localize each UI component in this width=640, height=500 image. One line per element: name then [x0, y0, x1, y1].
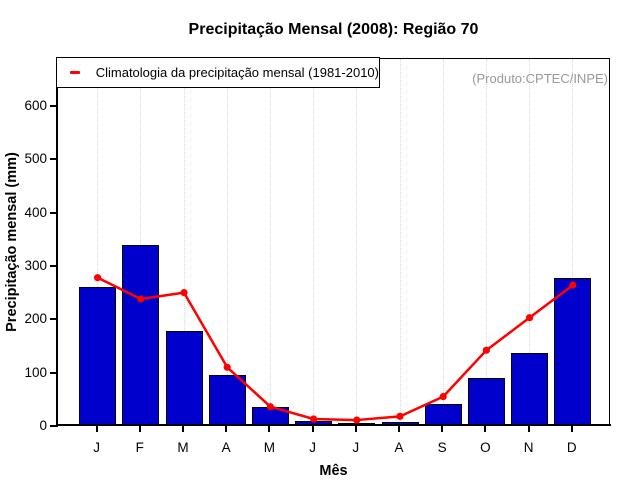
source-annotation: (Produto:CPTEC/INPE): [472, 71, 608, 86]
plot-area: [57, 58, 610, 426]
y-tick: [50, 318, 57, 321]
y-tick: [50, 158, 57, 161]
y-tick-label: 0: [39, 418, 47, 433]
bar-M-5: [251, 407, 289, 425]
x-tick: [311, 426, 314, 432]
y-tick: [50, 211, 57, 214]
y-axis-line: [56, 58, 58, 427]
grid-line: [442, 59, 444, 425]
y-tick: [50, 425, 57, 427]
x-tick-label: A: [394, 440, 404, 455]
bar-N-11: [511, 353, 549, 425]
x-tick: [441, 426, 444, 432]
grid-line: [226, 59, 228, 425]
x-tick-label: M: [177, 440, 189, 455]
x-tick-label: O: [480, 440, 491, 455]
climatology-line-swatch: [70, 71, 80, 74]
bar-O-10: [467, 378, 505, 425]
x-tick-label: M: [263, 440, 276, 455]
bar-F-2: [122, 245, 160, 425]
grid-line: [313, 59, 315, 425]
bar-A-4: [208, 375, 246, 425]
x-tick: [527, 426, 530, 432]
x-tick-label: J: [352, 440, 360, 455]
y-tick: [50, 105, 57, 107]
y-tick-label: 100: [24, 364, 47, 380]
grid-line: [356, 59, 358, 425]
x-axis-line: [56, 424, 611, 426]
grid-line: [140, 59, 142, 425]
x-tick-label: J: [93, 440, 100, 455]
x-tick: [484, 426, 487, 432]
bar-S-9: [424, 404, 462, 425]
legend: Climatologia da precipitação mensal (198…: [56, 57, 380, 88]
grid-line: [183, 59, 185, 425]
x-tick: [570, 426, 573, 432]
legend-label: Climatologia da precipitação mensal (198…: [95, 65, 379, 80]
y-tick-label: 600: [24, 98, 47, 113]
grid-line: [529, 59, 531, 425]
x-tick: [268, 426, 271, 432]
x-tick: [354, 426, 357, 432]
y-axis-label: Precipitação mensal (mm): [4, 152, 20, 332]
chart-title: Precipitação Mensal (2008): Região 70: [188, 21, 479, 38]
x-tick-label: J: [309, 440, 316, 455]
x-tick: [225, 426, 228, 432]
y-tick-label: 400: [24, 204, 47, 220]
x-tick-label: F: [135, 440, 144, 455]
x-tick-label: N: [523, 440, 534, 455]
bar-J-1: [79, 287, 117, 425]
x-tick-label: S: [437, 440, 447, 455]
bar-D-12: [554, 278, 592, 425]
y-tick-label: 300: [24, 258, 47, 273]
x-tick: [398, 426, 400, 432]
x-tick: [138, 426, 141, 432]
x-tick-label: D: [566, 440, 577, 455]
y-tick: [50, 265, 57, 267]
bar-M-3: [165, 331, 203, 425]
x-axis-label: Mês: [319, 463, 348, 479]
grid-line: [399, 59, 401, 425]
grid-line: [572, 59, 574, 425]
x-tick: [95, 426, 98, 432]
grid-line: [485, 59, 487, 425]
y-tick-label: 200: [24, 311, 47, 327]
grid-line: [269, 59, 271, 425]
grid-line: [97, 59, 99, 425]
y-tick-label: 500: [24, 151, 47, 167]
x-tick-label: A: [221, 440, 231, 455]
y-tick: [50, 371, 57, 374]
x-tick: [182, 426, 184, 432]
